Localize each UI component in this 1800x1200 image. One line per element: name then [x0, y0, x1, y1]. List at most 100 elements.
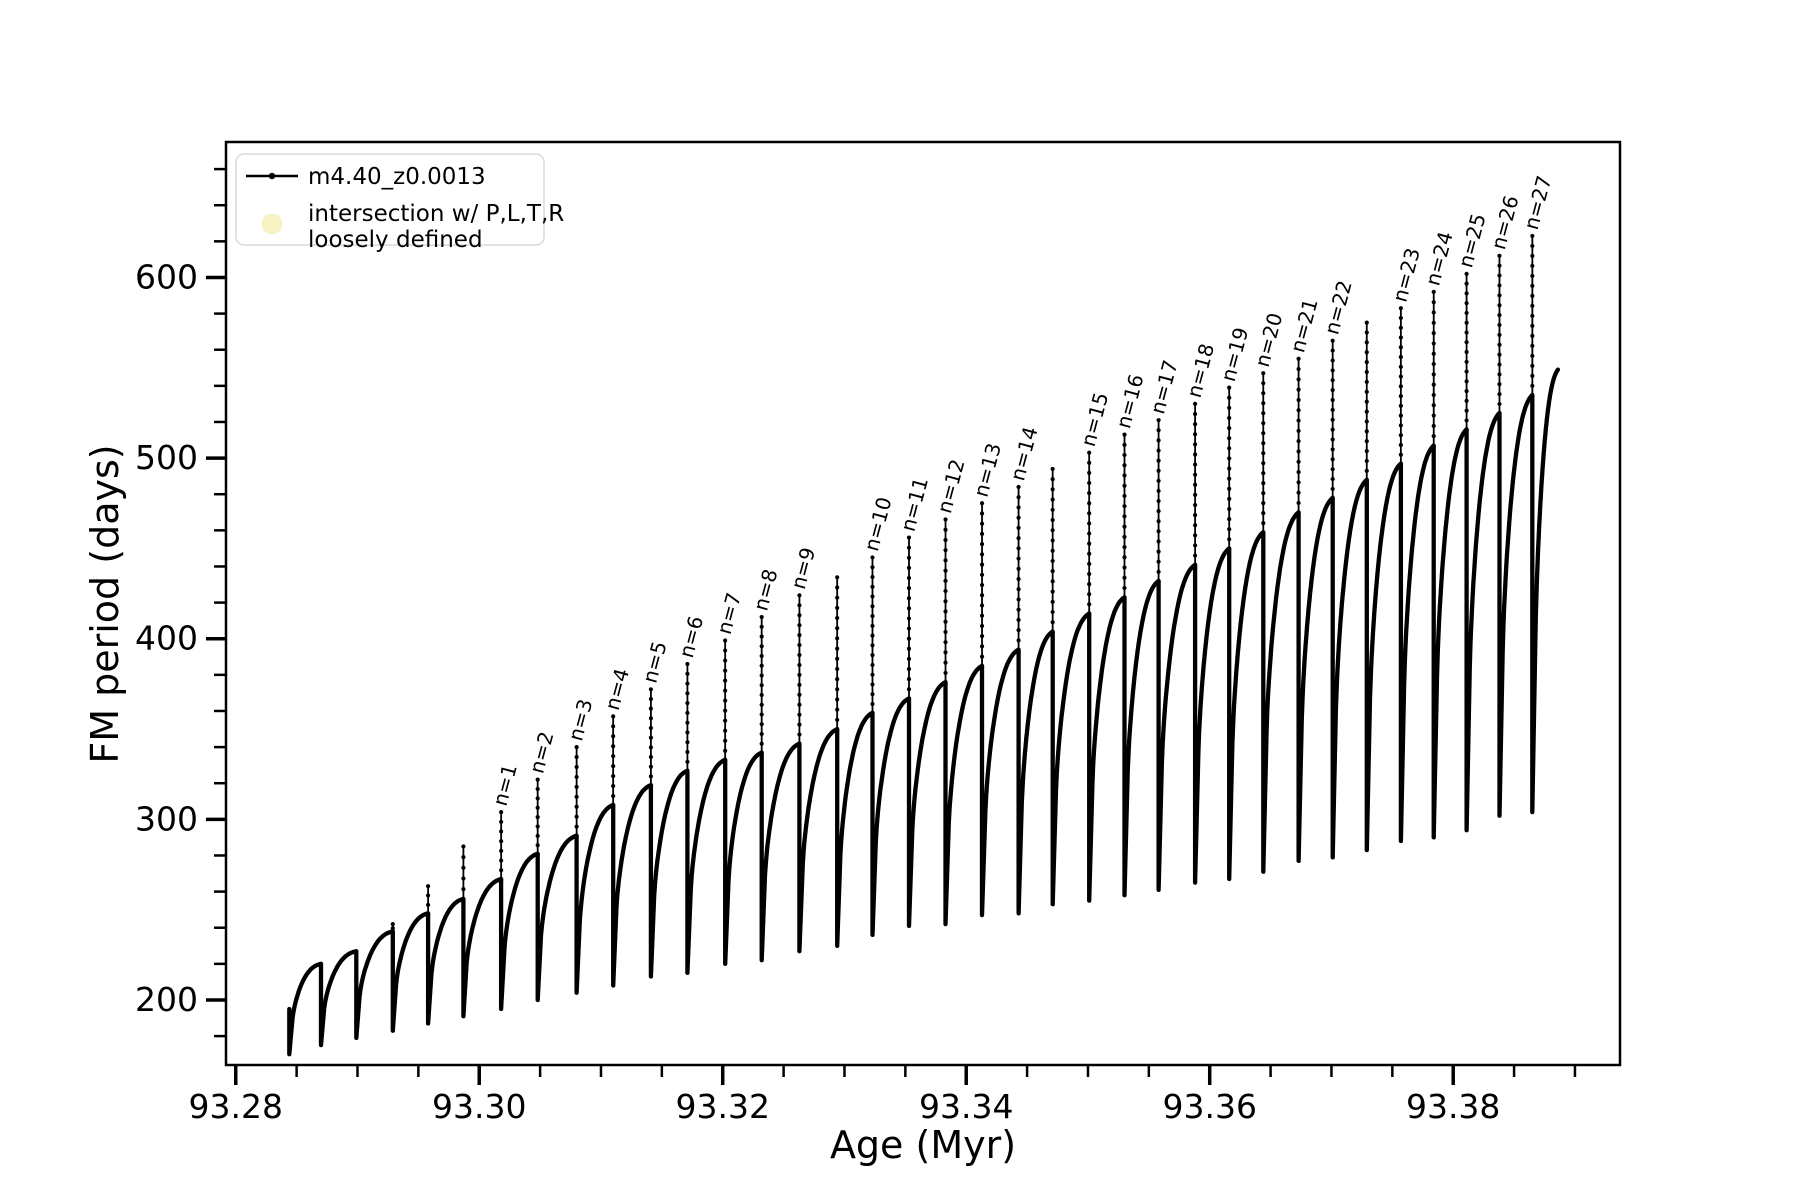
spike-marker-dot [1364, 379, 1369, 385]
spike-marker-dot [797, 613, 802, 618]
spike-marker-dot [1193, 492, 1198, 497]
spike-marker-dot [1464, 379, 1469, 384]
spike-marker-dot [611, 734, 616, 739]
spike-marker-dot [1296, 439, 1301, 444]
spike-marker-dot [1156, 418, 1161, 423]
spike-marker-dot [1193, 533, 1198, 538]
spike-marker-dot [1464, 301, 1469, 306]
spike-marker-dot [1193, 442, 1198, 447]
spike-marker-dot [1050, 579, 1055, 584]
spike-marker-dot [1122, 463, 1127, 468]
spike-marker-dot [1122, 565, 1127, 570]
spike-marker-dot [1497, 392, 1502, 397]
spike-marker-dot [1497, 312, 1502, 318]
spike-marker-dot [1296, 397, 1301, 403]
spike-marker-dot [1330, 407, 1335, 412]
spike-marker-dot [1530, 343, 1535, 348]
spike-marker-dot [1122, 585, 1127, 591]
spike-marker-dot [835, 666, 840, 672]
spike-marker-dot [1364, 330, 1369, 335]
y-axis-label: FM period (days) [83, 444, 127, 763]
spike-marker-dot [1330, 368, 1335, 373]
spike-marker-dot [535, 777, 540, 782]
spike-marker-dot [835, 656, 840, 661]
spike-marker-dot [648, 716, 653, 721]
spike-marker-dot [1087, 521, 1092, 526]
y-tick-label: 400 [135, 619, 198, 658]
spike-marker-dot [1497, 253, 1502, 258]
spike-marker-dot [574, 754, 579, 760]
spike-marker-dot [797, 642, 802, 648]
spike-marker-dot [835, 575, 840, 580]
spike-marker-dot [1530, 373, 1535, 378]
axis-ticks [206, 167, 1577, 1085]
spike-marker-dot [943, 660, 948, 665]
spike-marker-dot [1464, 291, 1469, 296]
spike-marker-dot [943, 640, 948, 645]
spike-marker-dot [1193, 523, 1198, 528]
spike-marker-dot [1464, 310, 1469, 316]
spike-marker-dot [1364, 468, 1369, 473]
spike-marker-dot [1497, 342, 1502, 347]
spike-marker-dot [1398, 423, 1403, 428]
spike-marker-dot [648, 735, 653, 740]
spike-marker-dot [685, 671, 690, 676]
spike-marker-dot [1193, 462, 1198, 467]
spike-marker-dot [1530, 283, 1535, 289]
spike-marker-dot [723, 668, 728, 673]
plot-frame [224, 140, 1622, 1067]
spike-marker-dot [1330, 388, 1335, 393]
spike-marker-dot [611, 724, 616, 729]
spike-marker-dot [574, 814, 579, 819]
spike-marker-dot [870, 604, 875, 609]
spike-marker-dot [1227, 385, 1232, 390]
spike-marker-dot [1364, 439, 1369, 444]
spike-marker-dot [723, 678, 728, 683]
spike-marker-dot [1156, 458, 1161, 463]
spike-marker-dot [1050, 528, 1055, 533]
spike-marker-dot [1016, 525, 1021, 530]
spike-marker-dot [723, 718, 728, 723]
x-tick-label: 93.32 [675, 1087, 769, 1126]
spike-marker-dot [1530, 243, 1535, 249]
spike-marker-dot [1398, 374, 1403, 379]
spike-marker-dot [1261, 501, 1266, 506]
spike-marker-dot [499, 839, 504, 844]
spike-marker-dot [1050, 487, 1055, 492]
spike-marker-dot [1398, 325, 1403, 330]
spike-marker-dot [1122, 442, 1127, 447]
spike-marker-dot [1464, 398, 1469, 403]
spike-marker-dot [1464, 281, 1469, 286]
spike-marker-dot [1087, 551, 1092, 556]
spike-marker-dot [797, 702, 802, 707]
spike-marker-dot [979, 521, 985, 526]
spike-marker-dot [1330, 447, 1335, 452]
legend-series-label: m4.40_z0.0013 [308, 164, 486, 190]
spike-marker-dot [1050, 517, 1055, 523]
spike-marker-dot [1122, 555, 1127, 560]
spike-marker-dot [1431, 382, 1436, 387]
spike-marker-dot [1227, 446, 1232, 451]
spike-marker-dot [1016, 546, 1021, 551]
spike-marker-dot [499, 858, 504, 863]
spike-marker-dot [1122, 544, 1127, 550]
spike-marker-dot [1364, 350, 1369, 355]
spike-marker-dot [979, 654, 985, 659]
spike-marker-dot [1122, 483, 1127, 488]
spike-marker-dot [461, 876, 466, 881]
spike-marker-dot [1050, 569, 1055, 574]
spike-marker-dot [685, 720, 690, 725]
spike-marker-dot [1296, 490, 1301, 495]
spike-marker-dot [1261, 521, 1266, 526]
spike-marker-dot [535, 805, 540, 810]
spike-marker-dot [870, 692, 875, 697]
spike-marker-dot [574, 794, 579, 799]
spike-marker-dot [1122, 504, 1127, 509]
spike-marker-dot [1497, 263, 1502, 268]
spike-marker-dot [1364, 409, 1369, 414]
spike-marker-dot [611, 764, 616, 769]
spike-marker-dot [1122, 473, 1127, 478]
spike-marker-dot [425, 884, 431, 889]
spike-marker-dot [1330, 427, 1335, 432]
spike-marker-dot [1156, 559, 1161, 564]
